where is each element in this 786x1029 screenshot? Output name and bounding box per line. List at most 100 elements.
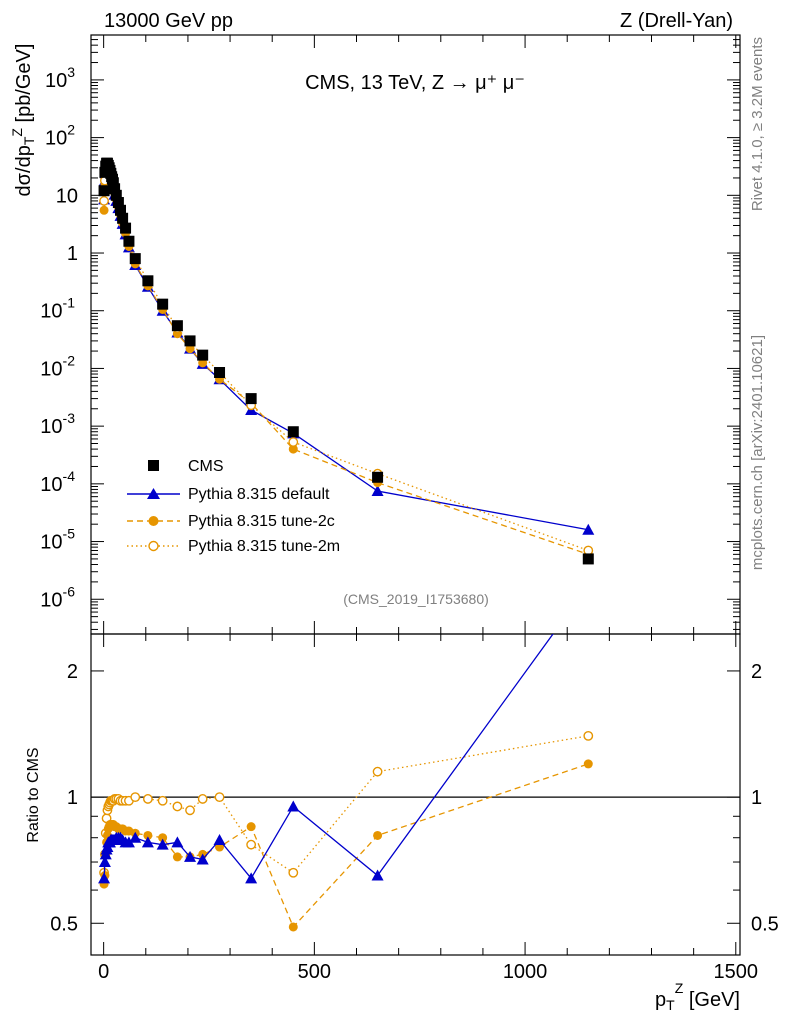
analysis-id: (CMS_2019_I1753680) [343, 591, 489, 607]
ratio-point-default [213, 834, 226, 846]
legend-marker-default [147, 488, 160, 499]
main-point-cms [372, 471, 384, 483]
x-tick-label: 500 [298, 961, 331, 983]
ratio-point-tune2c [143, 830, 153, 840]
ratio-point-default [171, 836, 184, 848]
main-point-cms [112, 197, 124, 209]
main-point-cms [197, 349, 209, 361]
main-y-tick-label: 10 [56, 185, 78, 207]
x-tick-label: 1000 [503, 961, 548, 983]
ratio-plot-frame [90, 633, 741, 956]
ratio-point-default [98, 856, 111, 868]
ratio-axes: 0.5 0.5 1 1 2 2 0 500 1000 1500 [50, 634, 779, 983]
legend: CMS Pythia 8.315 default Pythia 8.315 tu… [127, 458, 340, 555]
ratio-y-tick-label-right: 0.5 [751, 913, 779, 935]
main-y-tick-label: 10-5 [40, 526, 75, 554]
ratio-point-tune2c [172, 852, 182, 862]
main-point-cms [245, 393, 257, 405]
ratio-point-default [245, 872, 258, 884]
legend-label-cms: CMS [188, 458, 224, 475]
ratio-point-default [287, 800, 300, 812]
main-y-tick-label: 1 [67, 243, 78, 265]
plot-title: CMS, 13 TeV, Z → μ⁺ μ⁻ [305, 72, 525, 94]
header-right: Z (Drell-Yan) [620, 10, 733, 32]
ratio-point-tune2c [373, 830, 383, 840]
main-point-cms [115, 204, 126, 216]
x-tick-label: 1500 [714, 961, 759, 983]
main-point-default [371, 485, 384, 497]
main-point-cms [110, 189, 122, 201]
ratio-point-default [196, 853, 209, 865]
main-point-cms [287, 426, 299, 438]
ratio-point-tune2c [583, 759, 593, 769]
legend-marker-cms [148, 460, 159, 471]
main-y-tick-label: 10-1 [40, 295, 75, 323]
ratio-point-tune2m [142, 794, 153, 804]
main-y-tick-label: 10-3 [40, 410, 75, 438]
ratio-series [98, 634, 594, 932]
main-point-cms [107, 177, 119, 189]
main-point-cms [117, 212, 129, 224]
ratio-point-tune2m [288, 867, 299, 878]
main-y-axis-label: dσ/dpTZ [pb/GeV] [9, 44, 38, 197]
main-point-default [582, 523, 595, 535]
ratio-point-tune2m [130, 792, 141, 803]
ratio-point-default [98, 872, 111, 884]
main-point-cms [129, 253, 141, 265]
ratio-point-default [184, 850, 197, 862]
main-y-tick-label: 10-4 [40, 468, 75, 496]
ratio-line-default [103, 634, 554, 880]
ratio-point-tune2m [197, 794, 208, 804]
ratio-point-tune2m [372, 766, 383, 777]
legend-marker-tune2c [148, 516, 159, 526]
ratio-point-tune2m [172, 801, 183, 812]
ratio-point-tune2m [214, 792, 225, 803]
ratio-y-axis-label: Ratio to CMS [25, 747, 42, 842]
ratio-y-tick-label: 0.5 [50, 913, 78, 935]
main-point-cms [184, 335, 196, 347]
main-y-tick-label: 10-6 [40, 583, 75, 611]
ratio-point-default [129, 831, 142, 843]
legend-label-tune2c: Pythia 8.315 tune-2c [188, 513, 335, 530]
main-line-default [103, 169, 589, 531]
ratio-y-tick-label: 2 [67, 661, 78, 683]
ratio-y-tick-label-right: 2 [751, 661, 762, 683]
ratio-point-tune2m [157, 795, 168, 806]
ratio-point-default [122, 836, 135, 848]
ratio-point-default [156, 838, 169, 850]
main-point-tune2c [288, 444, 298, 454]
ratio-point-default [141, 836, 154, 848]
ratio-point-default [371, 869, 384, 881]
main-point-cms [582, 553, 594, 565]
ratio-point-tune2m [185, 805, 195, 816]
main-point-cms [142, 275, 154, 287]
ratio-point-tune2m [246, 839, 257, 850]
main-point-cms [98, 185, 110, 197]
ratio-point-tune2c [158, 833, 168, 843]
main-line-tune2m [103, 164, 589, 552]
ratio-point-tune2c [246, 822, 256, 832]
main-y-tick-label: 103 [45, 64, 75, 92]
main-series-cms [98, 157, 594, 565]
main-y-tick-label: 10-2 [40, 352, 75, 380]
legend-marker-tune2m [148, 540, 159, 552]
main-point-cms [214, 367, 226, 379]
main-point-tune2m [288, 437, 299, 447]
main-point-tune2m [99, 196, 109, 206]
main-series-tune2m [99, 160, 594, 556]
x-axis-label: pTZ [GeV] [655, 980, 740, 1013]
main-axes: 10-6 10-5 10-4 10-3 10-2 10-1 1 10 102 103 [40, 34, 740, 634]
main-point-cms [157, 298, 169, 310]
svg-text:dσ/dpTZ [pb/GeV]: dσ/dpTZ [pb/GeV] [9, 44, 38, 197]
ratio-point-tune2m [583, 730, 594, 741]
legend-label-default: Pythia 8.315 default [188, 486, 330, 503]
main-point-cms [123, 235, 135, 247]
main-line-tune2c [103, 166, 589, 555]
mcplots-label: mcplots.cern.ch [arXiv:2401.10621] [749, 335, 766, 570]
main-point-tune2c [99, 205, 109, 215]
main-series [98, 157, 595, 565]
main-point-cms [171, 320, 183, 332]
ratio-y-tick-label-right: 1 [751, 787, 762, 809]
main-point-cms [109, 183, 121, 195]
